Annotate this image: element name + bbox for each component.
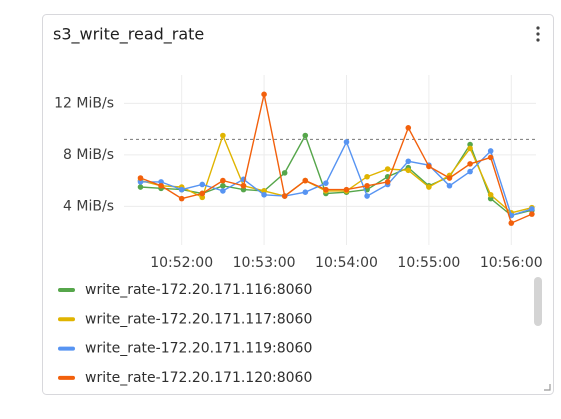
data-point: [199, 194, 206, 201]
legend-label: write_rate-172.20.171.116:8060: [85, 282, 312, 298]
data-point: [405, 158, 412, 165]
data-point: [529, 211, 535, 217]
panel-menu[interactable]: [536, 26, 540, 42]
data-point: [405, 125, 412, 131]
data-point: [487, 154, 494, 161]
data-point: [364, 173, 370, 180]
data-point: [467, 168, 473, 175]
data-point: [240, 182, 247, 189]
data-point: [158, 182, 164, 189]
data-point: [487, 191, 494, 198]
panel-title: s3_write_read_rate: [53, 25, 204, 45]
data-point: [343, 186, 350, 193]
data-point: [220, 132, 226, 139]
data-point: [281, 193, 288, 199]
data-point: [178, 186, 185, 193]
data-point: [467, 141, 473, 148]
data-point: [137, 179, 144, 185]
data-point: [240, 186, 247, 193]
data-point: [529, 206, 535, 212]
data-point: [364, 182, 370, 189]
data-point: [446, 182, 453, 189]
panel-frame: [42, 14, 554, 395]
data-point: [467, 161, 473, 167]
series-line: [140, 94, 533, 225]
x-tick-label: 10:53:00: [233, 255, 296, 271]
data-point: [137, 184, 144, 190]
y-tick-label: 4 MiB/s: [63, 198, 114, 214]
series-line: [140, 133, 533, 214]
legend-scrollbar[interactable]: [534, 277, 542, 326]
data-point: [467, 145, 473, 152]
data-point: [158, 179, 164, 185]
data-point: [199, 181, 206, 188]
data-point: [302, 189, 309, 195]
grid: [124, 75, 536, 245]
data-point: [220, 188, 226, 194]
x-tick-label: 10:56:00: [480, 255, 543, 271]
data-point: [446, 175, 453, 181]
y-tick-label: 8 MiB/s: [63, 147, 114, 163]
data-point: [302, 177, 309, 184]
data-point: [364, 193, 370, 199]
data-point: [220, 182, 226, 189]
data-point: [487, 148, 494, 154]
data-point: [323, 180, 329, 186]
data-point: [384, 166, 391, 172]
data-point: [323, 186, 329, 193]
data-point: [343, 139, 350, 145]
x-tick-label: 10:54:00: [315, 255, 378, 271]
x-tick-label: 10:52:00: [150, 255, 213, 271]
data-point: [261, 188, 267, 194]
y-tick-label: 12 MiB/s: [54, 95, 114, 111]
data-point: [405, 167, 412, 174]
data-point: [302, 132, 309, 139]
resize-handle[interactable]: [544, 384, 551, 391]
data-point: [281, 170, 288, 176]
data-point: [426, 184, 432, 190]
legend-label: write_rate-172.20.171.119:8060: [85, 341, 312, 357]
data-point: [487, 195, 494, 202]
series-line: [140, 140, 533, 217]
data-point: [426, 163, 432, 170]
data-point: [261, 191, 267, 198]
data-point: [261, 91, 267, 98]
data-point: [220, 177, 226, 184]
data-point: [384, 179, 391, 185]
legend-label: write_rate-172.20.171.117:8060: [85, 311, 312, 327]
data-point: [199, 190, 206, 197]
series-line: [140, 133, 533, 217]
data-point: [178, 195, 185, 202]
legend-label: write_rate-172.20.171.120:8060: [85, 370, 312, 386]
x-tick-label: 10:55:00: [397, 255, 460, 271]
data-point: [137, 175, 144, 181]
data-point: [508, 220, 515, 226]
